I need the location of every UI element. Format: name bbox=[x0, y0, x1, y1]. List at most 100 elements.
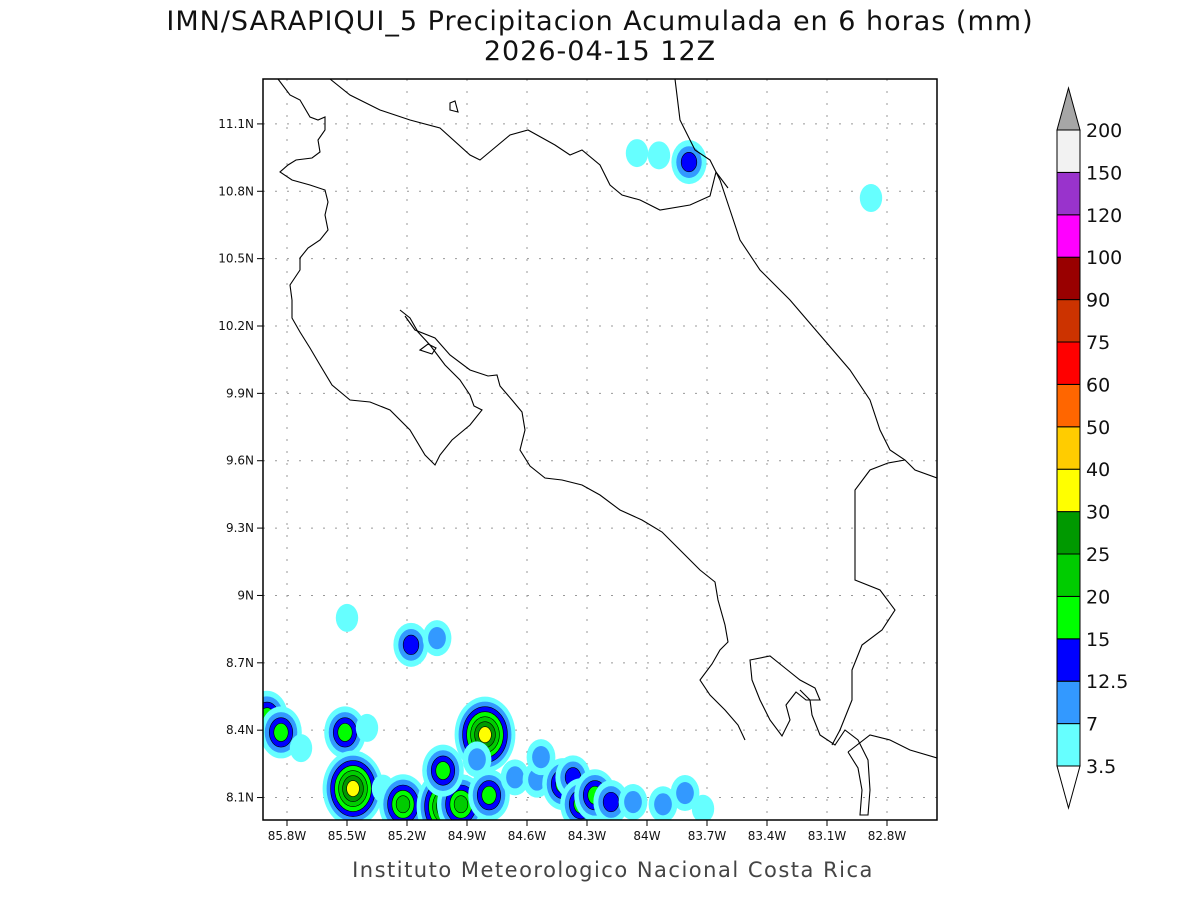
colorbar-label: 75 bbox=[1086, 332, 1110, 354]
precip-contour-level-7 bbox=[478, 726, 492, 743]
y-tick-label: 9.6N bbox=[226, 454, 254, 468]
precip-cell bbox=[625, 139, 649, 168]
colorbar-label: 150 bbox=[1086, 162, 1122, 184]
colorbar-label: 40 bbox=[1086, 459, 1110, 481]
caribbean-coastline bbox=[674, 79, 937, 479]
plot-frame bbox=[262, 78, 938, 821]
colorbar-swatch bbox=[1056, 511, 1081, 555]
precip-contour-level-3 bbox=[680, 152, 698, 173]
y-tick-label: 8.1N bbox=[226, 791, 254, 805]
precipitation-cells bbox=[263, 139, 883, 820]
y-tick-label: 10.5N bbox=[218, 252, 254, 266]
burica-coast bbox=[799, 689, 871, 816]
colorbar-label: 90 bbox=[1086, 290, 1110, 312]
x-tick-label: 82.8W bbox=[868, 829, 907, 843]
x-tick-label: 85.8W bbox=[268, 829, 307, 843]
nicoya-gulf-coast bbox=[404, 315, 746, 741]
precip-cell bbox=[422, 620, 452, 657]
precip-contour-level-2 bbox=[468, 748, 486, 771]
colorbar-label: 120 bbox=[1086, 205, 1122, 227]
colorbar-swatch bbox=[1056, 595, 1081, 640]
colorbar-over-triangle bbox=[1056, 86, 1081, 131]
x-tick-label: 85.5W bbox=[328, 829, 367, 843]
colorbar-swatch bbox=[1056, 553, 1081, 597]
axis-ticks: 85.8W 85.5W 85.2W 84.9W 84.6W 84.3W 84W 83.7W 83… bbox=[218, 117, 906, 843]
y-tick-label: 8.4N bbox=[226, 723, 254, 737]
precip-cell bbox=[468, 769, 510, 820]
colorbar-label: 3.5 bbox=[1086, 756, 1116, 778]
colorbar-swatch bbox=[1056, 426, 1081, 470]
precip-contour-level-4 bbox=[435, 761, 451, 780]
y-tick-label: 11.1N bbox=[218, 117, 254, 131]
precip-contour-level-1 bbox=[859, 184, 883, 213]
colorbar-swatch bbox=[1056, 299, 1081, 343]
precip-contour-level-2 bbox=[676, 781, 694, 805]
precip-cell bbox=[355, 713, 379, 742]
colorbar-swatch bbox=[1056, 723, 1081, 767]
y-tick-label: 9.3N bbox=[226, 521, 254, 535]
precip-contour-level-2 bbox=[428, 627, 446, 650]
colorbar-label: 200 bbox=[1086, 120, 1122, 142]
pacific-coastline bbox=[277, 79, 483, 466]
nicaragua-border bbox=[329, 79, 729, 211]
colorbar-swatch bbox=[1056, 341, 1081, 385]
precip-contour-level-3 bbox=[402, 634, 420, 655]
precip-contour-level-2 bbox=[506, 766, 524, 789]
colorbar-label: 50 bbox=[1086, 417, 1110, 439]
precip-cell bbox=[289, 734, 313, 763]
precip-contour-level-1 bbox=[625, 139, 649, 168]
colorbar-swatch bbox=[1056, 638, 1081, 682]
precip-contour-level-1 bbox=[647, 141, 671, 170]
precip-contour-level-3 bbox=[602, 791, 620, 813]
x-tick-label: 84.3W bbox=[568, 829, 607, 843]
colorbar-label: 25 bbox=[1086, 544, 1110, 566]
precip-contour-level-4 bbox=[481, 785, 497, 805]
precip-cell bbox=[393, 622, 429, 667]
colorbar-label: 30 bbox=[1086, 502, 1110, 524]
x-tick-label: 84.6W bbox=[508, 829, 547, 843]
colorbar-label: 60 bbox=[1086, 374, 1110, 396]
osa-peninsula-coast bbox=[749, 655, 821, 738]
chira-island bbox=[418, 343, 437, 355]
precip-contour-level-5 bbox=[453, 795, 469, 814]
precip-contour-level-2 bbox=[624, 790, 642, 814]
precip-cell bbox=[324, 706, 366, 759]
precip-contour-level-1 bbox=[289, 734, 313, 763]
precip-cell bbox=[691, 794, 715, 820]
map-title: IMN/SARAPIQUI_5 Precipitacion Acumulada … bbox=[166, 6, 1033, 37]
lake-island bbox=[449, 100, 459, 113]
precip-cell bbox=[322, 750, 384, 820]
precip-cell bbox=[670, 775, 700, 812]
precip-cell bbox=[555, 755, 591, 800]
precip-cell bbox=[593, 780, 629, 820]
y-tick-label: 10.8N bbox=[218, 184, 254, 198]
y-tick-label: 9N bbox=[237, 588, 254, 602]
colorbar-label: 7 bbox=[1086, 714, 1098, 736]
panama-border bbox=[831, 459, 906, 746]
colorbar-swatch bbox=[1056, 214, 1081, 258]
x-tick-label: 83.4W bbox=[748, 829, 787, 843]
precip-contour-level-1 bbox=[691, 794, 715, 820]
colorbar-swatch bbox=[1056, 468, 1081, 513]
y-tick-label: 8.7N bbox=[226, 656, 254, 670]
colorbar-swatch bbox=[1056, 256, 1081, 301]
precip-cell bbox=[500, 759, 530, 796]
precip-contour-level-1 bbox=[355, 713, 379, 742]
precip-contour-level-4 bbox=[337, 723, 353, 742]
footer-credit: Instituto Meteorologico Nacional Costa R… bbox=[352, 858, 874, 882]
precip-cell bbox=[671, 140, 707, 185]
colorbar-swatch bbox=[1056, 680, 1081, 725]
precip-contour-level-4 bbox=[273, 723, 289, 742]
precip-contour-level-7 bbox=[346, 780, 360, 797]
colorbar-swatch bbox=[1056, 171, 1081, 216]
colorbar-swatch bbox=[1056, 383, 1081, 428]
colorbar-label: 100 bbox=[1086, 247, 1122, 269]
precip-cell bbox=[379, 774, 427, 820]
precip-contour-level-5 bbox=[395, 795, 411, 814]
panama-coast bbox=[847, 734, 937, 759]
precip-cell bbox=[618, 784, 648, 820]
x-tick-label: 84W bbox=[633, 829, 660, 843]
colorbar-label: 12.5 bbox=[1086, 671, 1128, 693]
colorbar-under-triangle bbox=[1056, 765, 1081, 810]
